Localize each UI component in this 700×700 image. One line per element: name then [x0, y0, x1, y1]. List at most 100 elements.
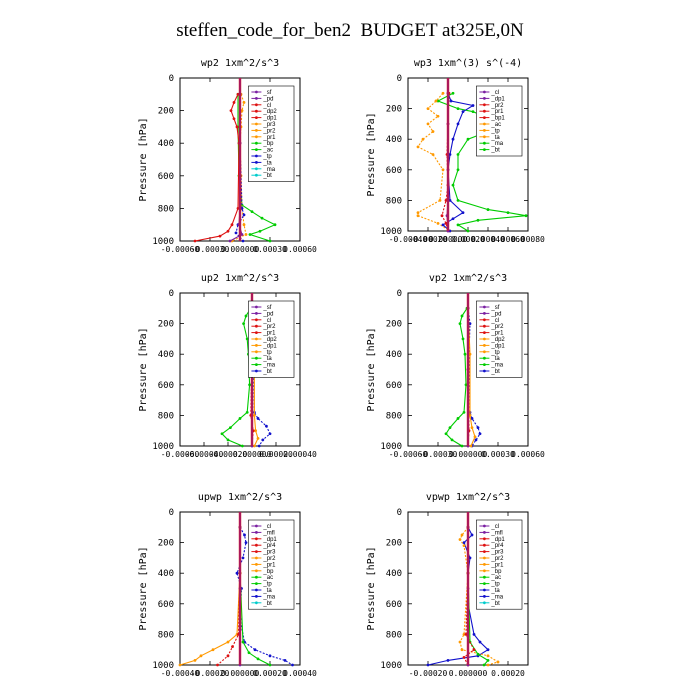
legend-marker — [255, 154, 258, 158]
y-axis-label: Pressure [hPa] — [366, 546, 377, 630]
series-point — [268, 239, 272, 243]
chart-panel-4: vp2 1xm^2/s^3 Pressure [hPa] 0 200 400 600 800… — [366, 273, 545, 459]
legend-label: _ac — [262, 148, 273, 154]
series-point — [438, 199, 442, 202]
x-tick-label: 0.000000 — [233, 450, 272, 459]
series-point — [444, 221, 448, 225]
series-line — [427, 527, 489, 666]
series-point — [211, 648, 215, 652]
y-tick-label: 0 — [397, 74, 402, 84]
legend-label: _cl — [490, 524, 499, 530]
legend-label: _bt — [262, 173, 272, 179]
y-tick-label: 0 — [169, 74, 174, 84]
x-tick-label: 0.000000 — [221, 669, 260, 678]
series-point — [462, 633, 466, 636]
series-point — [244, 541, 248, 544]
series-point — [461, 110, 465, 114]
legend-marker — [255, 103, 258, 107]
legend-label: _pr1 — [262, 562, 276, 568]
legend-label: _dp1 — [490, 343, 505, 349]
series-line — [463, 527, 475, 666]
series-point — [250, 210, 254, 214]
legend-marker — [255, 550, 258, 553]
chart-panel-2: wp3 1xm^(3) s^(-4) Pressure [hPa] 0 200 400 6… — [366, 58, 545, 244]
series-point — [466, 137, 470, 141]
legend-marker — [255, 524, 258, 528]
series-point — [461, 211, 465, 215]
series-point — [243, 533, 246, 537]
panel-title: up2 1xm^2/s^3 — [201, 273, 279, 284]
legend-marker — [255, 369, 258, 373]
legend-label: _ma — [490, 363, 503, 369]
x-tick-label: 0.000000 — [449, 450, 488, 459]
series-point — [444, 432, 448, 436]
series-point — [478, 640, 482, 644]
legend-marker — [255, 363, 258, 366]
series-point — [268, 432, 272, 436]
series-point — [451, 217, 455, 221]
y-tick-label: 400 — [386, 569, 402, 579]
series-point — [291, 663, 294, 667]
y-tick-label: 600 — [158, 172, 174, 182]
series-line — [436, 92, 527, 232]
series-point — [462, 410, 466, 414]
series-point — [232, 117, 236, 121]
series-point — [478, 432, 482, 436]
series-point — [456, 417, 460, 420]
series-point — [268, 654, 272, 658]
legend-label: _bp — [262, 141, 274, 147]
legend-marker — [483, 363, 486, 366]
legend-marker — [255, 356, 258, 360]
series-point — [470, 417, 474, 420]
y-tick-label: 400 — [386, 135, 402, 145]
series-point — [463, 352, 467, 356]
legend-label: _dp2 — [490, 337, 505, 343]
x-tick-label: -0.00040 — [161, 669, 200, 678]
legend-label: _bt — [262, 369, 272, 375]
y-tick-label: 600 — [158, 381, 174, 391]
legend-marker — [483, 569, 486, 573]
y-tick-label: 600 — [386, 381, 402, 391]
series-point — [226, 438, 230, 442]
legend-marker — [483, 601, 486, 605]
chart-panel-5: upwp 1xm^2/s^3 Pressure [hPa] 0 200 400 600 80… — [138, 492, 317, 678]
y-tick-label: 1000 — [152, 442, 174, 452]
legend-marker — [483, 575, 486, 579]
legend-marker — [483, 537, 486, 541]
series-point — [448, 153, 452, 156]
legend-label: _mfl — [262, 530, 274, 536]
legend-marker — [255, 344, 258, 347]
x-tick-label: 0.00060 — [511, 450, 545, 459]
legend-label: _pr3 — [262, 550, 276, 556]
series-point — [240, 207, 244, 210]
series-point — [462, 544, 466, 548]
series-line — [467, 308, 476, 447]
x-tick-label: -0.00040 — [185, 450, 224, 459]
y-axis-label: Pressure [hPa] — [138, 117, 149, 201]
series-point — [436, 221, 440, 225]
series-point — [421, 137, 425, 141]
legend-marker — [483, 350, 486, 354]
y-tick-label: 400 — [158, 350, 174, 360]
legend-label: _ac — [490, 122, 501, 128]
series-point — [456, 199, 460, 202]
series-point — [450, 438, 454, 442]
series-point — [256, 417, 260, 420]
legend-marker — [483, 318, 486, 322]
panel-title: upwp 1xm^2/s^3 — [198, 492, 282, 503]
series-point — [226, 229, 230, 233]
series-point — [235, 571, 239, 575]
series-point — [434, 99, 438, 103]
legend-label: _pr3 — [490, 550, 504, 556]
x-tick-label: 0.00080 — [511, 235, 545, 244]
legend-marker — [255, 173, 258, 177]
series-point — [460, 648, 464, 652]
legend-label: _ma — [490, 141, 503, 147]
legend-marker — [483, 103, 486, 107]
legend-marker — [255, 350, 258, 354]
legend-label: _dp1 — [262, 537, 277, 543]
y-axis-label: Pressure [hPa] — [138, 327, 149, 411]
legend-marker — [255, 537, 258, 541]
